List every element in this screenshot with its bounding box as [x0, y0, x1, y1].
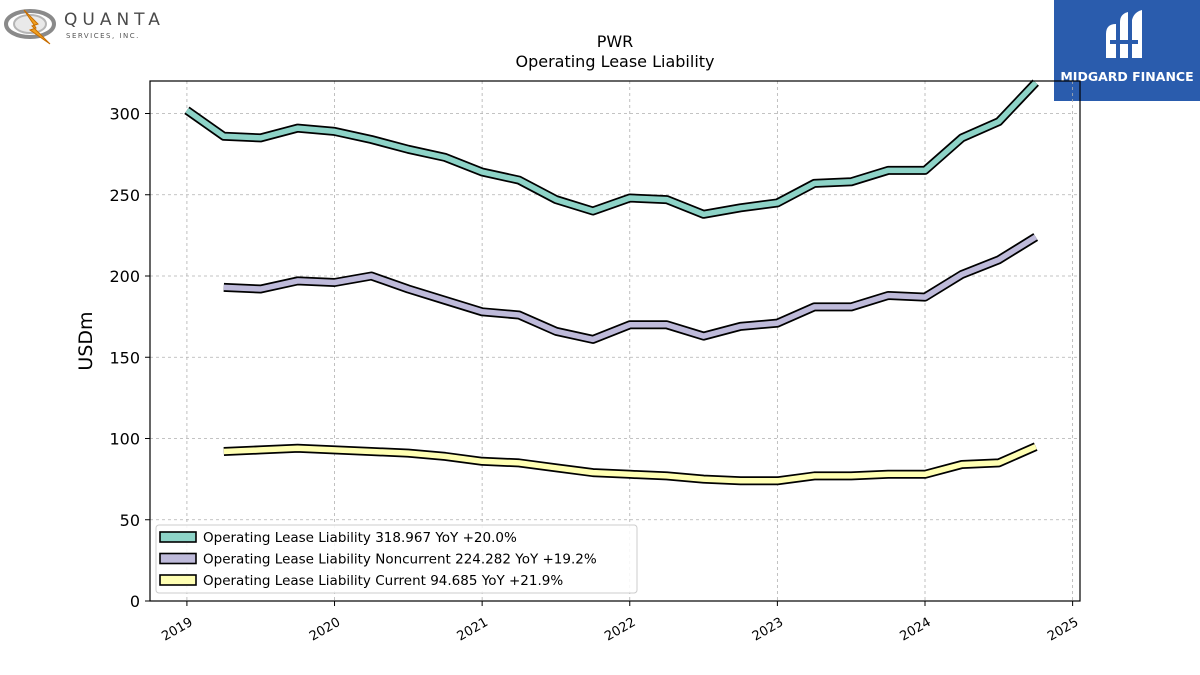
legend-swatch-2: [159, 552, 197, 565]
x-tick-label: 2025: [1045, 615, 1081, 645]
y-tick-label: 50: [120, 511, 140, 530]
y-tick-label: 150: [109, 348, 140, 367]
quanta-emblem-icon: [4, 9, 56, 45]
legend-box: [155, 524, 638, 594]
legend-swatch-1: [159, 531, 197, 543]
x-tick-label: 2020: [307, 615, 343, 645]
midgard-emblem-icon: [1106, 10, 1142, 58]
series-2-line: [223, 234, 1038, 343]
quanta-logo-sub: SERVICES, INC.: [66, 32, 140, 40]
y-tick-label: 100: [109, 430, 140, 449]
legend-swatch-3: [159, 574, 197, 586]
y-tick-label: 300: [109, 105, 140, 124]
midgard-finance-logo: MIDGARD FINANCE: [1054, 0, 1200, 101]
y-tick-label: 0: [130, 592, 140, 611]
chart-subtitle: Operating Lease Liability: [515, 52, 715, 71]
chart-title: PWR: [596, 32, 634, 51]
x-tick-label: 2024: [898, 615, 934, 645]
legend-entry-2: Operating Lease Liability Noncurrent 224…: [203, 552, 597, 568]
quanta-logo: QUANTA SERVICES, INC.: [4, 4, 164, 48]
x-tick-label: 2019: [159, 615, 195, 645]
x-tick-label: 2021: [455, 615, 491, 645]
series-lines: [184, 79, 1039, 486]
y-axis-label: USDm: [75, 311, 97, 370]
x-tick-label: 2022: [602, 615, 638, 645]
legend-entry-1: Operating Lease Liability 318.967 YoY +2…: [203, 530, 517, 546]
legend: Operating Lease Liability 318.967 YoY +2…: [155, 524, 638, 594]
series-3-line: [223, 444, 1037, 484]
plot-frame: [149, 80, 1081, 602]
series-1-line: [185, 80, 1038, 218]
y-tick-label: 250: [109, 186, 140, 205]
y-tick-label: 200: [109, 267, 140, 286]
quanta-logo-name: QUANTA: [64, 10, 165, 30]
midgard-logo-name: MIDGARD FINANCE: [1060, 69, 1194, 84]
legend-entry-3: Operating Lease Liability Current 94.685…: [203, 573, 563, 589]
x-tick-label: 2023: [750, 615, 786, 645]
